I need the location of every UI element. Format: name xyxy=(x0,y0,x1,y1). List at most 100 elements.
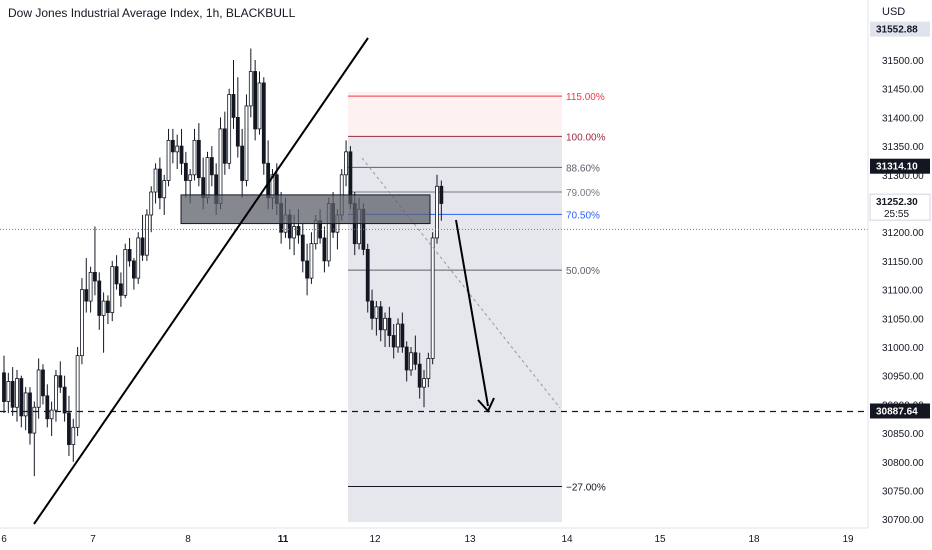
candle-body xyxy=(93,271,97,282)
candle-body xyxy=(344,151,348,176)
candle-body xyxy=(435,185,439,239)
candle-body xyxy=(54,375,58,411)
candle-body xyxy=(28,392,32,434)
price-badge-label: 31314.10 xyxy=(876,162,918,173)
price-badge-label: 30887.64 xyxy=(876,406,918,417)
candle-body xyxy=(2,372,6,402)
candle-body xyxy=(71,426,76,445)
candle-body xyxy=(196,139,201,179)
candle-body xyxy=(426,358,431,379)
candle-body xyxy=(6,381,11,402)
candle-body xyxy=(10,381,15,408)
candle-body xyxy=(383,317,387,331)
price-tick-label: 30700.00 xyxy=(882,515,924,526)
candle-body xyxy=(404,346,409,371)
price-tick-label: 31300.00 xyxy=(882,171,924,182)
price-axis[interactable]: 31500.00 31450.00 31400.00 31350.00 31300.00… xyxy=(867,0,931,528)
price-badge xyxy=(870,21,930,37)
candle-body xyxy=(140,237,145,256)
candle-body xyxy=(36,369,41,408)
candle-body xyxy=(322,237,327,262)
candle-body xyxy=(45,395,50,420)
candle-body xyxy=(205,157,210,199)
candle-body xyxy=(292,226,297,239)
candle-body xyxy=(88,271,93,302)
candle-body xyxy=(170,139,175,153)
candle-body xyxy=(131,260,136,279)
candle-body xyxy=(110,266,115,313)
time-tick-label: 8 xyxy=(185,534,191,545)
candle-body xyxy=(153,168,158,193)
price-tick-label: 31500.00 xyxy=(882,56,924,67)
time-tick-label: 15 xyxy=(654,534,666,545)
price-tick-label: 31100.00 xyxy=(882,286,923,297)
candle-body xyxy=(123,249,128,296)
candle-body xyxy=(305,260,310,279)
fib-retracement[interactable]: 115.00% 100.00% 88.60% 79.00% 70.50% 50.00% −2… xyxy=(348,92,606,493)
candle-body xyxy=(41,369,45,397)
time-tick-label: 12 xyxy=(369,534,381,545)
candle-body xyxy=(58,375,63,388)
candle-body xyxy=(439,185,444,204)
drawings[interactable] xyxy=(0,37,868,525)
price-badge xyxy=(869,193,931,221)
fib-level-label: 70.50% xyxy=(566,210,600,221)
candle-body xyxy=(80,289,84,357)
candle-body xyxy=(253,71,258,130)
candle-body xyxy=(409,352,413,371)
fib-shade-upper xyxy=(348,92,562,137)
projection-arrow-head xyxy=(477,397,495,413)
candle-body xyxy=(175,145,180,153)
candle-body xyxy=(157,168,162,199)
time-tick-label: 14 xyxy=(561,534,573,545)
candle-body xyxy=(114,266,119,285)
candle-body xyxy=(62,386,67,414)
price-tick-label: 31450.00 xyxy=(882,85,924,96)
price-badge-label: 31252.30 xyxy=(876,197,918,208)
candle-body xyxy=(417,363,422,388)
candle-body xyxy=(222,128,227,164)
candle-body xyxy=(400,323,405,348)
supply-zone xyxy=(180,194,431,225)
candle-body xyxy=(218,128,223,204)
price-tick-label: 31150.00 xyxy=(882,257,923,268)
candle-body xyxy=(396,323,400,348)
price-tick-label: 31350.00 xyxy=(882,142,924,153)
fib-level-label: 100.00% xyxy=(566,132,606,143)
time-axis[interactable]: 6 7 8 11 12 13 14 15 18 19 xyxy=(0,527,868,545)
candle-body xyxy=(97,280,102,316)
candle-body xyxy=(370,300,374,319)
price-tick-label: 31050.00 xyxy=(882,314,924,325)
candle-body xyxy=(19,378,24,417)
candle-body xyxy=(136,237,141,279)
fib-level-label: 50.00% xyxy=(566,266,600,277)
time-tick-label: 18 xyxy=(748,534,760,545)
currency-label: USD xyxy=(882,6,906,18)
candle-body xyxy=(244,105,249,181)
candle-body xyxy=(387,317,392,336)
candle-body xyxy=(179,145,184,164)
price-tick-label: 31200.00 xyxy=(882,228,924,239)
candle-body xyxy=(188,174,193,181)
candle-body xyxy=(149,191,154,216)
fib-level-label: 88.60% xyxy=(566,163,600,174)
candle-body xyxy=(296,226,301,236)
trendline xyxy=(33,37,369,525)
candle-body xyxy=(49,409,54,420)
candle-body xyxy=(127,249,132,262)
candle-body xyxy=(374,306,379,319)
time-tick-label: 19 xyxy=(842,534,854,545)
fib-level-label: −27.00% xyxy=(566,482,606,493)
price-tick-label: 30950.00 xyxy=(882,372,924,383)
candle-body xyxy=(15,378,19,408)
price-tick-label: 30750.00 xyxy=(882,487,924,498)
candle-body xyxy=(235,117,240,147)
candle-body xyxy=(261,82,266,164)
candle-body xyxy=(75,355,80,428)
candle-body xyxy=(84,289,89,302)
candle-body xyxy=(300,234,305,262)
time-tick-label: 7 xyxy=(90,534,96,545)
candle-body xyxy=(430,237,435,359)
candle-body xyxy=(106,300,110,313)
